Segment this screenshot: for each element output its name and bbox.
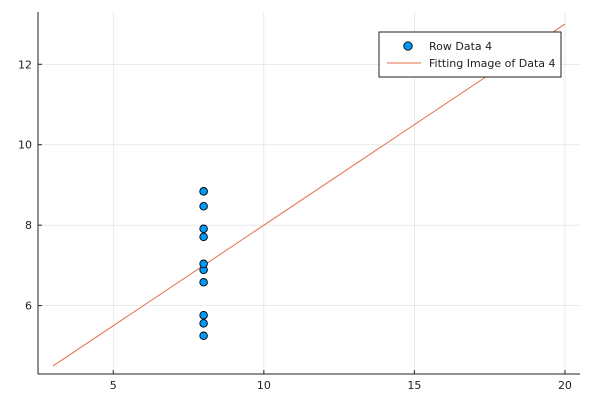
data-point	[199, 311, 208, 320]
data-point	[199, 232, 208, 242]
x-tick-label: 20	[558, 379, 572, 392]
y-tick-label: 10	[18, 139, 32, 152]
fit-line	[52, 23, 566, 367]
x-tick-label: 10	[257, 379, 271, 392]
legend-box	[378, 31, 562, 78]
data-point	[199, 224, 208, 234]
data-point	[199, 319, 208, 328]
data-point	[199, 202, 208, 211]
x-tick-label: 15	[407, 379, 421, 392]
legend-label: Fitting Image of Data 4	[429, 57, 556, 70]
y-tick-label: 12	[18, 58, 32, 71]
data-point	[199, 259, 208, 269]
legend-label: Row Data 4	[429, 40, 492, 53]
y-tick-label: 8	[25, 219, 32, 232]
legend: Row Data 4 Fitting Image of Data 4	[378, 31, 562, 78]
x-tick-label: 5	[110, 379, 117, 392]
legend-marker	[403, 41, 413, 51]
data-point	[199, 331, 208, 341]
axes	[37, 12, 580, 375]
data-point	[199, 187, 208, 196]
plot-area	[52, 23, 566, 367]
y-tick-label: 6	[25, 300, 32, 313]
data-point	[199, 278, 208, 287]
tick-labels: 5 10 15 20 6 8 10 12	[18, 58, 572, 392]
